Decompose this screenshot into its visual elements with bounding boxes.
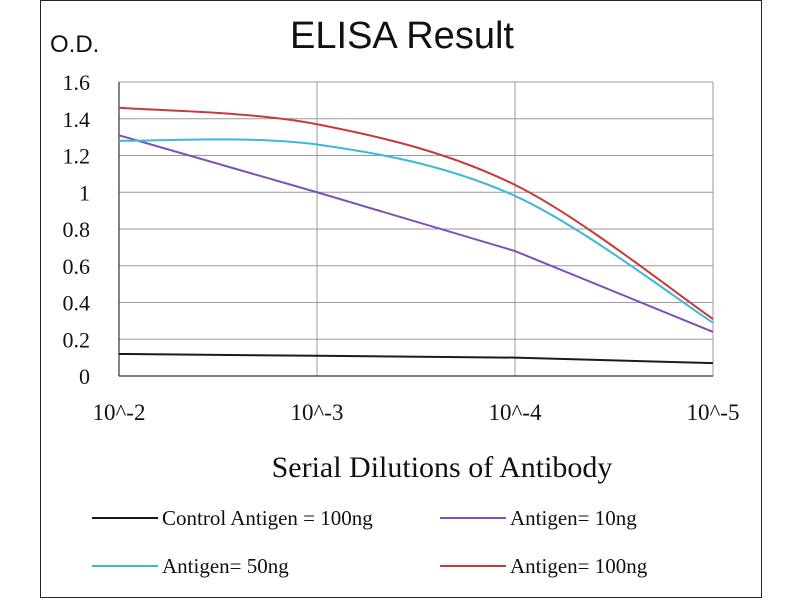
y-tick-label: 1.2 [63,144,91,169]
y-tick-label: 1 [79,180,90,205]
y-axis-label: O.D. [50,31,99,58]
legend-label: Antigen= 100ng [510,554,648,578]
legend-entry: Control Antigen = 100ng [92,506,373,530]
x-tick-label: 10^-4 [489,400,542,425]
axes [118,82,713,377]
legend-label: Control Antigen = 100ng [162,506,373,530]
x-axis-label: Serial Dilutions of Antibody [272,451,613,484]
series-line-antigen-10ng [118,134,714,333]
y-tick-label: 0 [79,364,90,389]
series-lines [118,106,714,365]
y-tick-label: 0.8 [63,217,91,242]
x-tick-label: 10^-3 [291,400,344,425]
chart-title: ELISA Result [290,15,514,57]
y-tick-label: 1.6 [63,70,91,95]
y-tick-label: 0.4 [63,291,91,316]
y-tick-label: 0.2 [63,327,91,352]
legend-entry: Antigen= 100ng [440,554,648,578]
series-line-antigen-50ng [118,138,714,324]
series-line-control-100ng [118,352,714,365]
series-line-antigen-100ng [118,106,714,320]
gridlines [118,81,714,377]
chart-frame [40,0,762,598]
tick-labels: 0 0.2 0.4 0.6 0.8 1 1.2 1.4 1.6 10^-2 10^-3 10^-4 10… [63,70,740,425]
y-tick-label: 1.4 [63,107,91,132]
legend-entry: Antigen= 10ng [440,506,637,530]
legend-label: Antigen= 10ng [510,506,637,530]
legend-entry: Antigen= 50ng [92,554,289,578]
legend: Control Antigen = 100ng Antigen= 10ng Anti… [92,506,648,578]
y-tick-label: 0.6 [63,254,91,279]
legend-label: Antigen= 50ng [162,554,289,578]
x-tick-label: 10^-5 [687,400,740,425]
x-tick-label: 10^-2 [93,400,146,425]
